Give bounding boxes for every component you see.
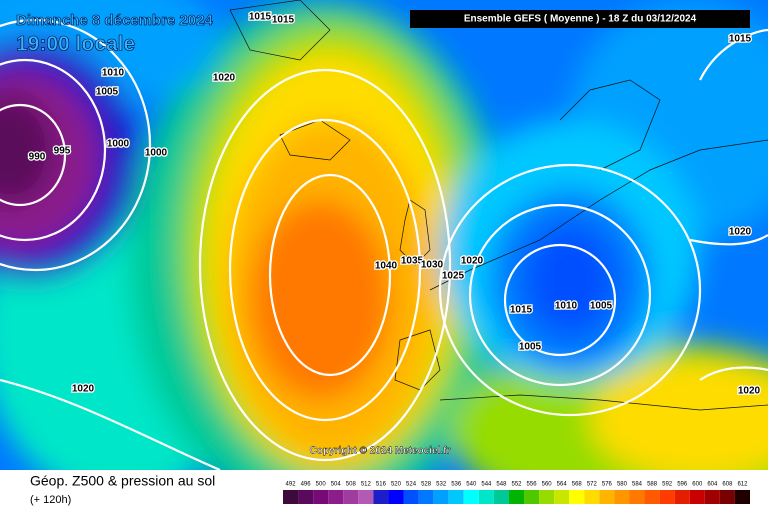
colorbar-label: 544 — [481, 482, 492, 488]
colorbar-label: 608 — [722, 482, 733, 488]
colorbar-swatch — [599, 490, 615, 504]
forecast-time: 19:00 locale — [16, 33, 135, 56]
colorbar-label: 552 — [511, 482, 522, 488]
isobar-label: 1020 — [461, 256, 484, 267]
colorbar-swatch — [644, 490, 660, 504]
colorbar-swatch — [554, 490, 570, 504]
colorbar-label: 568 — [572, 482, 583, 488]
colorbar-swatch — [704, 490, 720, 504]
isobar-label: 1000 — [107, 139, 130, 150]
colorbar-label: 612 — [737, 482, 748, 488]
colorbar-label: 576 — [602, 482, 613, 488]
isobar-label: 1030 — [421, 260, 444, 271]
colorbar-swatch — [418, 490, 434, 504]
coastlines — [229, 0, 768, 411]
colorbar-label: 520 — [391, 482, 402, 488]
colorbar-label: 560 — [542, 482, 553, 488]
isobar-label: 1015 — [272, 15, 295, 26]
colorbar-label: 580 — [617, 482, 628, 488]
colorbar-label: 564 — [557, 482, 568, 488]
colorbar-label: 504 — [331, 482, 342, 488]
isobar-label: 1015 — [729, 34, 752, 45]
isobar-label: 1020 — [729, 227, 752, 238]
isobar-label: 1025 — [442, 271, 465, 282]
colorbar-swatch — [403, 490, 419, 504]
colorbar-swatch — [343, 490, 359, 504]
colorbar-swatch — [388, 490, 404, 504]
isobar-label: 1005 — [590, 301, 613, 312]
colorbar-swatch — [433, 490, 449, 504]
colorbar-swatch — [508, 490, 525, 504]
colorbar-swatch — [283, 490, 299, 504]
colorbar-label: 604 — [707, 482, 718, 488]
isobar-label: 1005 — [519, 342, 542, 353]
copyright: Copyright © 2024 Meteociel.fr — [310, 446, 451, 457]
colorbar-label: 524 — [406, 482, 417, 488]
colorbar-label: 528 — [421, 482, 432, 488]
colorbar-swatch — [448, 490, 464, 504]
colorbar-swatch — [328, 490, 344, 504]
isobar-label: 1040 — [375, 261, 398, 272]
colorbar-label: 532 — [436, 482, 447, 488]
colorbar-swatch — [614, 490, 630, 504]
colorbar-swatch — [569, 490, 585, 504]
isobar-label: 1015 — [510, 305, 533, 316]
colorbar-label: 508 — [346, 482, 357, 488]
isobar-label: 1010 — [102, 68, 125, 79]
colorbar: 492 496 500 504 508 512 516 520 524 528 532 536 540 5… — [283, 482, 750, 504]
isobar-label: 1020 — [738, 386, 761, 397]
colorbar-label: 556 — [527, 482, 538, 488]
colorbar-swatch — [689, 490, 705, 504]
isobar-label: 990 — [29, 152, 46, 163]
colorbar-swatch — [539, 490, 555, 504]
colorbar-label: 512 — [361, 482, 372, 488]
colorbar-label: 496 — [301, 482, 312, 488]
colorbar-swatch — [358, 490, 374, 504]
isobars — [0, 18, 768, 470]
colorbar-label: 588 — [647, 482, 658, 488]
colorbar-label: 548 — [496, 482, 507, 488]
colorbar-label: 540 — [466, 482, 477, 488]
colorbar-label: 584 — [632, 482, 643, 488]
footer-title: Géop. Z500 & pression au sol — [30, 473, 215, 489]
colorbar-swatch — [584, 490, 600, 504]
colorbar-swatch — [524, 490, 540, 504]
footer-subtitle: (+ 120h) — [30, 494, 71, 506]
isobar-label: 1020 — [72, 384, 95, 395]
colorbar-swatch — [493, 490, 509, 504]
colorbar-swatch — [734, 490, 750, 504]
isobar-label: 1000 — [145, 148, 168, 159]
isobar-label: 1015 — [249, 12, 272, 23]
colorbar-label: 592 — [662, 482, 673, 488]
isobar-label: 995 — [54, 146, 71, 157]
colorbar-swatch — [674, 490, 690, 504]
isobar-label: 1035 — [401, 256, 424, 267]
forecast-date: Dimanche 8 décembre 2024 — [16, 12, 213, 29]
colorbar-swatch — [313, 490, 329, 504]
colorbar-swatch — [478, 490, 494, 504]
colorbar-label: 600 — [692, 482, 703, 488]
isobar-label: 1020 — [213, 73, 236, 84]
colorbar-swatch — [373, 490, 389, 504]
colorbar-label: 536 — [451, 482, 462, 488]
colorbar-swatch — [463, 490, 479, 504]
colorbar-label: 516 — [376, 482, 387, 488]
colorbar-label: 572 — [587, 482, 598, 488]
colorbar-swatch — [629, 490, 645, 504]
isobar-label: 1010 — [555, 301, 578, 312]
colorbar-swatch — [659, 490, 675, 504]
isobar-labels: 1015 101510101005102099599010001000101510… — [27, 10, 761, 398]
colorbar-label: 596 — [677, 482, 688, 488]
model-info: Ensemble GEFS ( Moyenne ) - 18 Z du 03/1… — [464, 14, 697, 25]
colorbar-swatch — [719, 490, 735, 504]
model-banner — [410, 10, 750, 28]
isobar-label: 1005 — [96, 87, 119, 98]
colorbar-label: 492 — [286, 482, 297, 488]
colorbar-swatch — [298, 490, 314, 504]
colorbar-label: 500 — [316, 482, 327, 488]
